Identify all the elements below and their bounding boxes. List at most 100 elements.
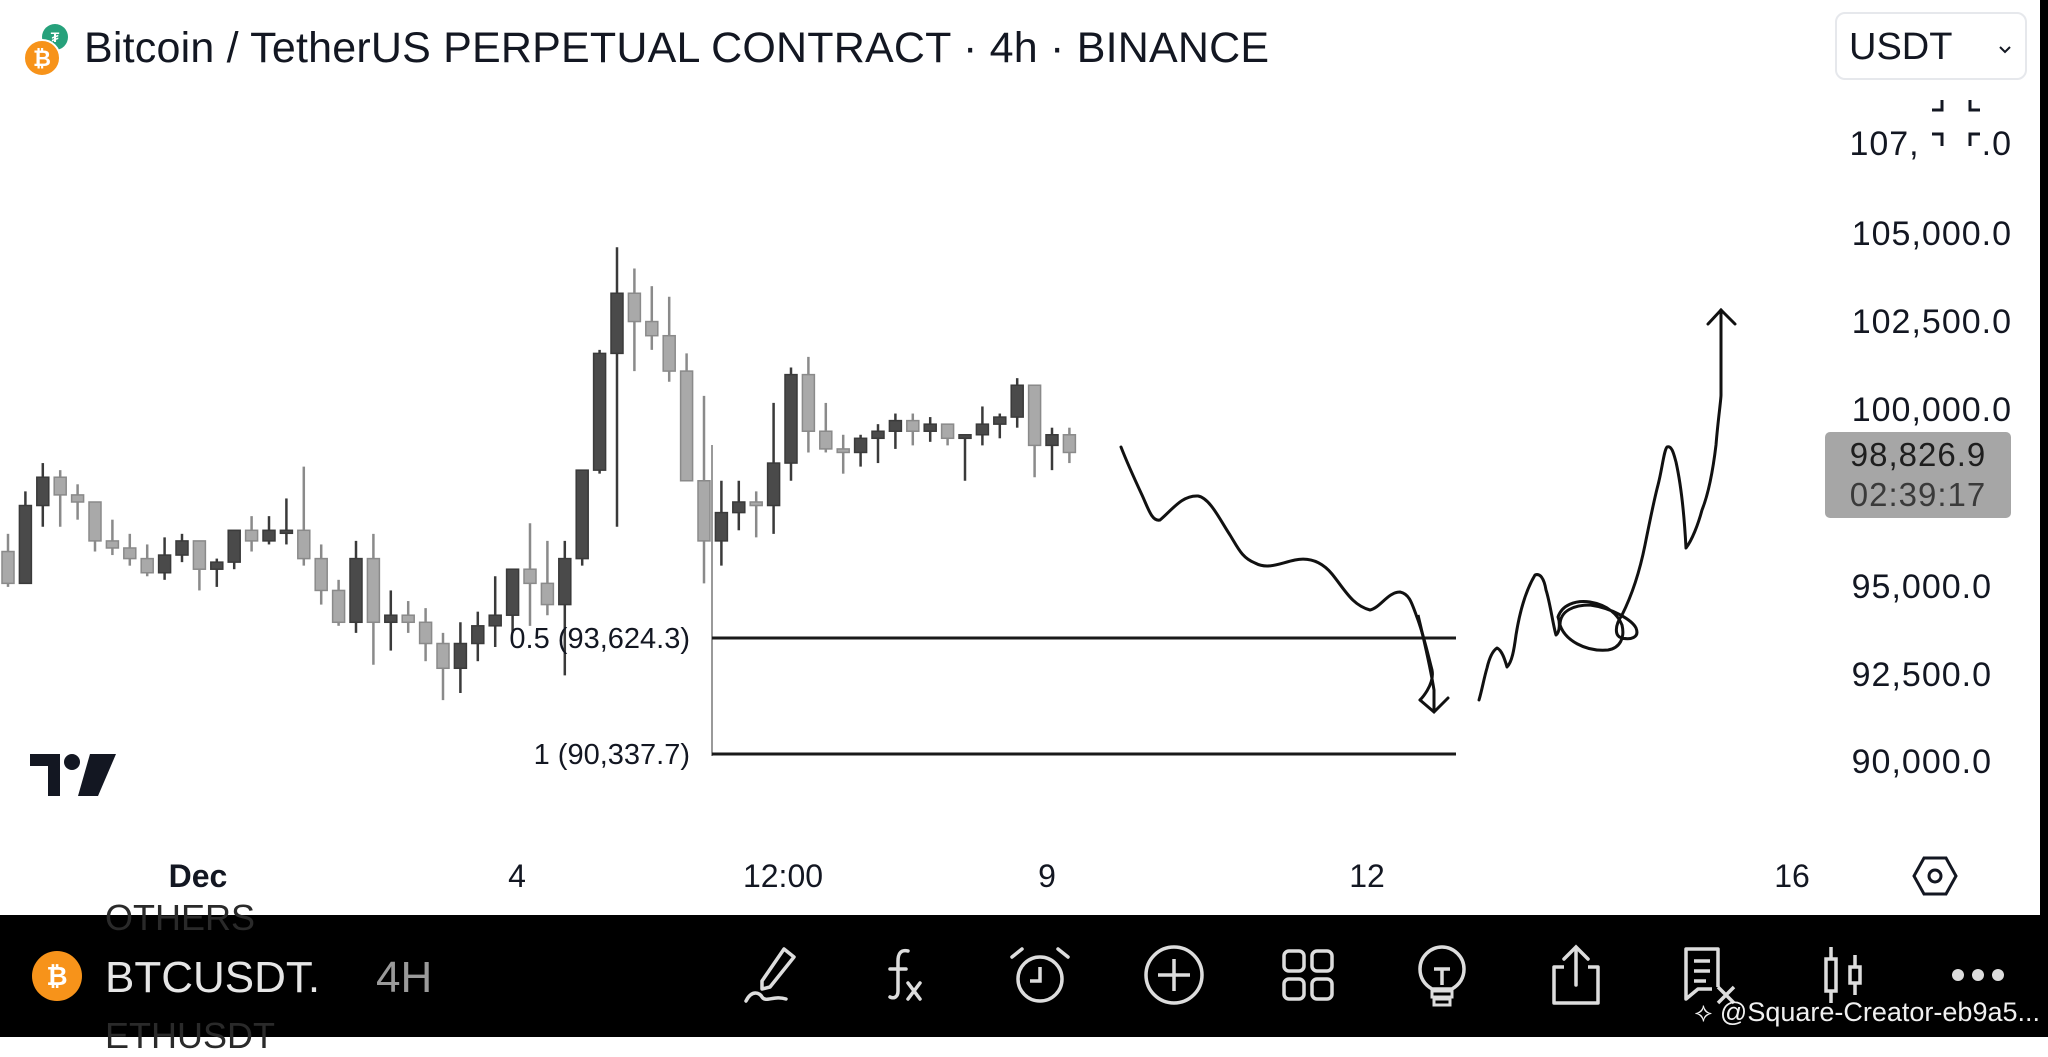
symbol-button[interactable]: BTCUSDT. <box>105 953 321 1002</box>
more-icon[interactable] <box>1946 943 2010 1007</box>
freehand-up-projection <box>1477 308 1723 702</box>
chart-settings-icon[interactable] <box>1912 856 1958 896</box>
candle <box>488 614 502 627</box>
candle <box>401 614 415 624</box>
candle <box>123 547 137 560</box>
candle <box>558 557 572 606</box>
y-axis-label-95000: 95,000.0 <box>1851 568 1992 606</box>
candle <box>192 540 207 570</box>
candle <box>714 511 729 542</box>
candlestick-series <box>1 247 1077 701</box>
candle <box>662 334 676 372</box>
price-chart[interactable] <box>0 0 2048 915</box>
fib-label-1: 1 (90,337.7) <box>533 739 690 771</box>
candle <box>88 501 102 542</box>
candle <box>366 557 381 624</box>
timeframe-button[interactable]: 4H <box>376 953 433 1002</box>
svg-text:₿: ₿ <box>33 46 51 71</box>
candle <box>314 557 328 592</box>
candle <box>697 480 711 542</box>
candle <box>262 529 276 542</box>
candle <box>645 320 659 337</box>
add-circle-icon[interactable] <box>1142 943 1206 1007</box>
candle <box>871 430 885 440</box>
candle <box>732 501 746 514</box>
candle <box>784 373 798 464</box>
y-axis-label-107500: 107, .0 <box>1849 125 2012 163</box>
currency-select[interactable]: USDT <box>1835 12 2027 80</box>
x-axis-label-16: 16 <box>1774 858 1810 894</box>
candle <box>766 462 781 507</box>
x-axis-label-12: 12 <box>1349 858 1385 894</box>
candle <box>18 504 33 585</box>
candle <box>940 423 955 440</box>
y-axis-label-90000: 90,000.0 <box>1851 743 1992 781</box>
alert-clock-icon[interactable] <box>1008 943 1072 1007</box>
y-axis-label-100000: 100,000.0 <box>1851 391 2012 429</box>
candle <box>331 589 346 624</box>
tradingview-logo <box>30 754 116 796</box>
fib-label-0.5: 0.5 (93,624.3) <box>509 623 690 655</box>
fullscreen-collapse-icon[interactable] <box>1928 98 1984 148</box>
candle <box>471 625 485 645</box>
candle <box>36 476 50 507</box>
candle <box>210 561 224 570</box>
candle <box>53 476 67 496</box>
candle <box>540 582 555 606</box>
candle <box>227 529 241 563</box>
currency-select-value: USDT <box>1849 26 1953 68</box>
candle <box>436 642 450 670</box>
candle <box>1045 434 1059 447</box>
indicators-fx-icon[interactable] <box>874 943 938 1007</box>
candle <box>523 568 537 585</box>
candle <box>244 529 259 542</box>
bar-countdown: 02:39:17 <box>1849 476 1987 513</box>
svg-text:₮: ₮ <box>51 29 60 45</box>
candle <box>592 352 607 471</box>
x-axis-label-dec: Dec <box>168 858 228 894</box>
orders-icon[interactable] <box>1678 943 1742 1007</box>
candle <box>975 423 990 436</box>
chevron-down-icon <box>1999 46 2011 54</box>
candle <box>453 642 468 670</box>
candle <box>157 554 172 574</box>
candle <box>70 494 85 503</box>
candle <box>1 550 15 585</box>
candle <box>384 614 398 624</box>
x-axis-label-1200: 12:00 <box>742 858 824 894</box>
candle <box>610 292 624 355</box>
candle <box>679 370 694 482</box>
candle <box>888 419 903 432</box>
candle <box>279 529 294 535</box>
watermark: ⟡ @Square-Creator-eb9a5... <box>1694 997 2040 1027</box>
bottom-toolbar: OTHERS ETHUSDT ₿ BTCUSDT. 4H <box>0 897 2048 1056</box>
candle <box>175 540 189 556</box>
candle <box>297 529 311 560</box>
candle <box>993 416 1007 425</box>
candle <box>418 621 433 645</box>
ideas-bulb-icon[interactable] <box>1410 943 1474 1007</box>
layout-grid-icon[interactable] <box>1276 943 1340 1007</box>
candle <box>923 423 937 432</box>
draw-icon[interactable] <box>740 943 804 1007</box>
x-axis-label-9: 9 <box>1038 858 1056 894</box>
candle <box>801 373 816 432</box>
chart-type-candles-icon[interactable] <box>1812 943 1876 1007</box>
candle <box>505 568 520 616</box>
candle <box>906 419 920 432</box>
binance-square-icon: ⟡ <box>1694 997 1713 1027</box>
y-axis-label-105000: 105,000.0 <box>1851 215 2012 253</box>
chart-title: Bitcoin / TetherUS PERPETUAL CONTRACT · … <box>84 24 1270 72</box>
candle <box>853 437 868 454</box>
freehand-down-projection <box>1119 445 1434 702</box>
current-price-badge: 98,826.9 02:39:17 <box>1825 432 2011 518</box>
candle <box>819 430 833 450</box>
candle <box>575 469 589 560</box>
share-icon[interactable] <box>1544 943 1608 1007</box>
candle <box>1062 434 1077 454</box>
ghost-list-item-below: ETHUSDT <box>105 1015 275 1056</box>
x-axis-label-4: 4 <box>508 858 526 894</box>
candle <box>140 557 154 574</box>
candle <box>958 434 972 440</box>
ghost-list-item-above: OTHERS <box>105 897 256 938</box>
